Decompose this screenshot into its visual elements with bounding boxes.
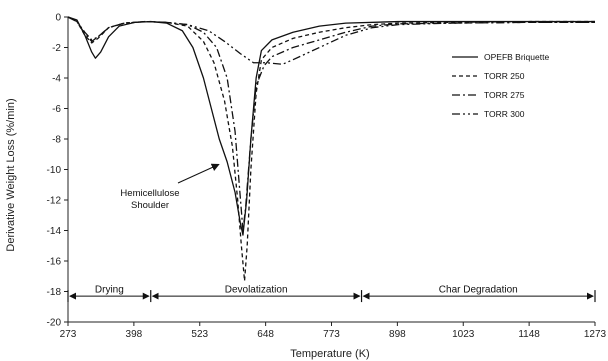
x-tick-label: 773 (323, 329, 340, 340)
y-tick-label: -6 (52, 104, 61, 115)
x-tick-label: 523 (191, 329, 208, 340)
y-axis-title: Derivative Weight Loss (%/min) (5, 98, 17, 251)
y-tick-label: -12 (47, 196, 62, 207)
x-tick-label: 1148 (518, 329, 540, 340)
x-tick-label: 648 (257, 329, 274, 340)
legend: OPEFB Briquette TORR 250 TORR 275 TORR 300 (452, 52, 549, 119)
x-axis-ticks: 273 398 523 648 773 898 1023 1148 1273 (60, 322, 607, 340)
y-tick-label: -16 (47, 257, 62, 268)
legend-label: TORR 300 (484, 109, 525, 119)
y-tick-label: -18 (47, 287, 62, 298)
y-tick-label: -8 (52, 135, 61, 146)
y-tick-label: -10 (47, 165, 62, 176)
region-layer: Drying Devolatization Char Degradation (67, 285, 596, 303)
legend-label: TORR 275 (484, 90, 525, 100)
annotation-text: Shoulder (131, 200, 169, 211)
x-tick-label: 273 (60, 329, 77, 340)
y-axis-ticks: 0 -2 -4 -6 -8 -10 -12 -14 -16 -18 -20 (47, 13, 68, 329)
y-tick-label: -2 (52, 43, 61, 54)
axes (67, 17, 595, 323)
x-tick-label: 898 (389, 329, 406, 340)
annotation-text: Hemicellulose (120, 188, 179, 199)
annotation-arrow (177, 163, 220, 184)
legend-label: OPEFB Briquette (484, 52, 549, 62)
y-tick-label: -20 (47, 318, 62, 329)
x-tick-label: 1023 (452, 329, 475, 340)
series-layer (67, 16, 595, 282)
region-label: Char Degradation (439, 285, 518, 296)
series-line-4 (67, 16, 595, 65)
x-tick-label: 1273 (584, 329, 607, 340)
y-tick-label: -4 (52, 74, 61, 85)
legend-label: TORR 250 (484, 71, 525, 81)
y-tick-label: -14 (47, 226, 62, 237)
y-tick-label: 0 (55, 13, 61, 24)
x-tick-label: 398 (126, 329, 143, 340)
region-label: Drying (95, 285, 124, 296)
series-line-1 (67, 16, 595, 236)
x-axis-title: Temperature (K) (290, 348, 369, 360)
region-label: Devolatization (225, 285, 288, 296)
